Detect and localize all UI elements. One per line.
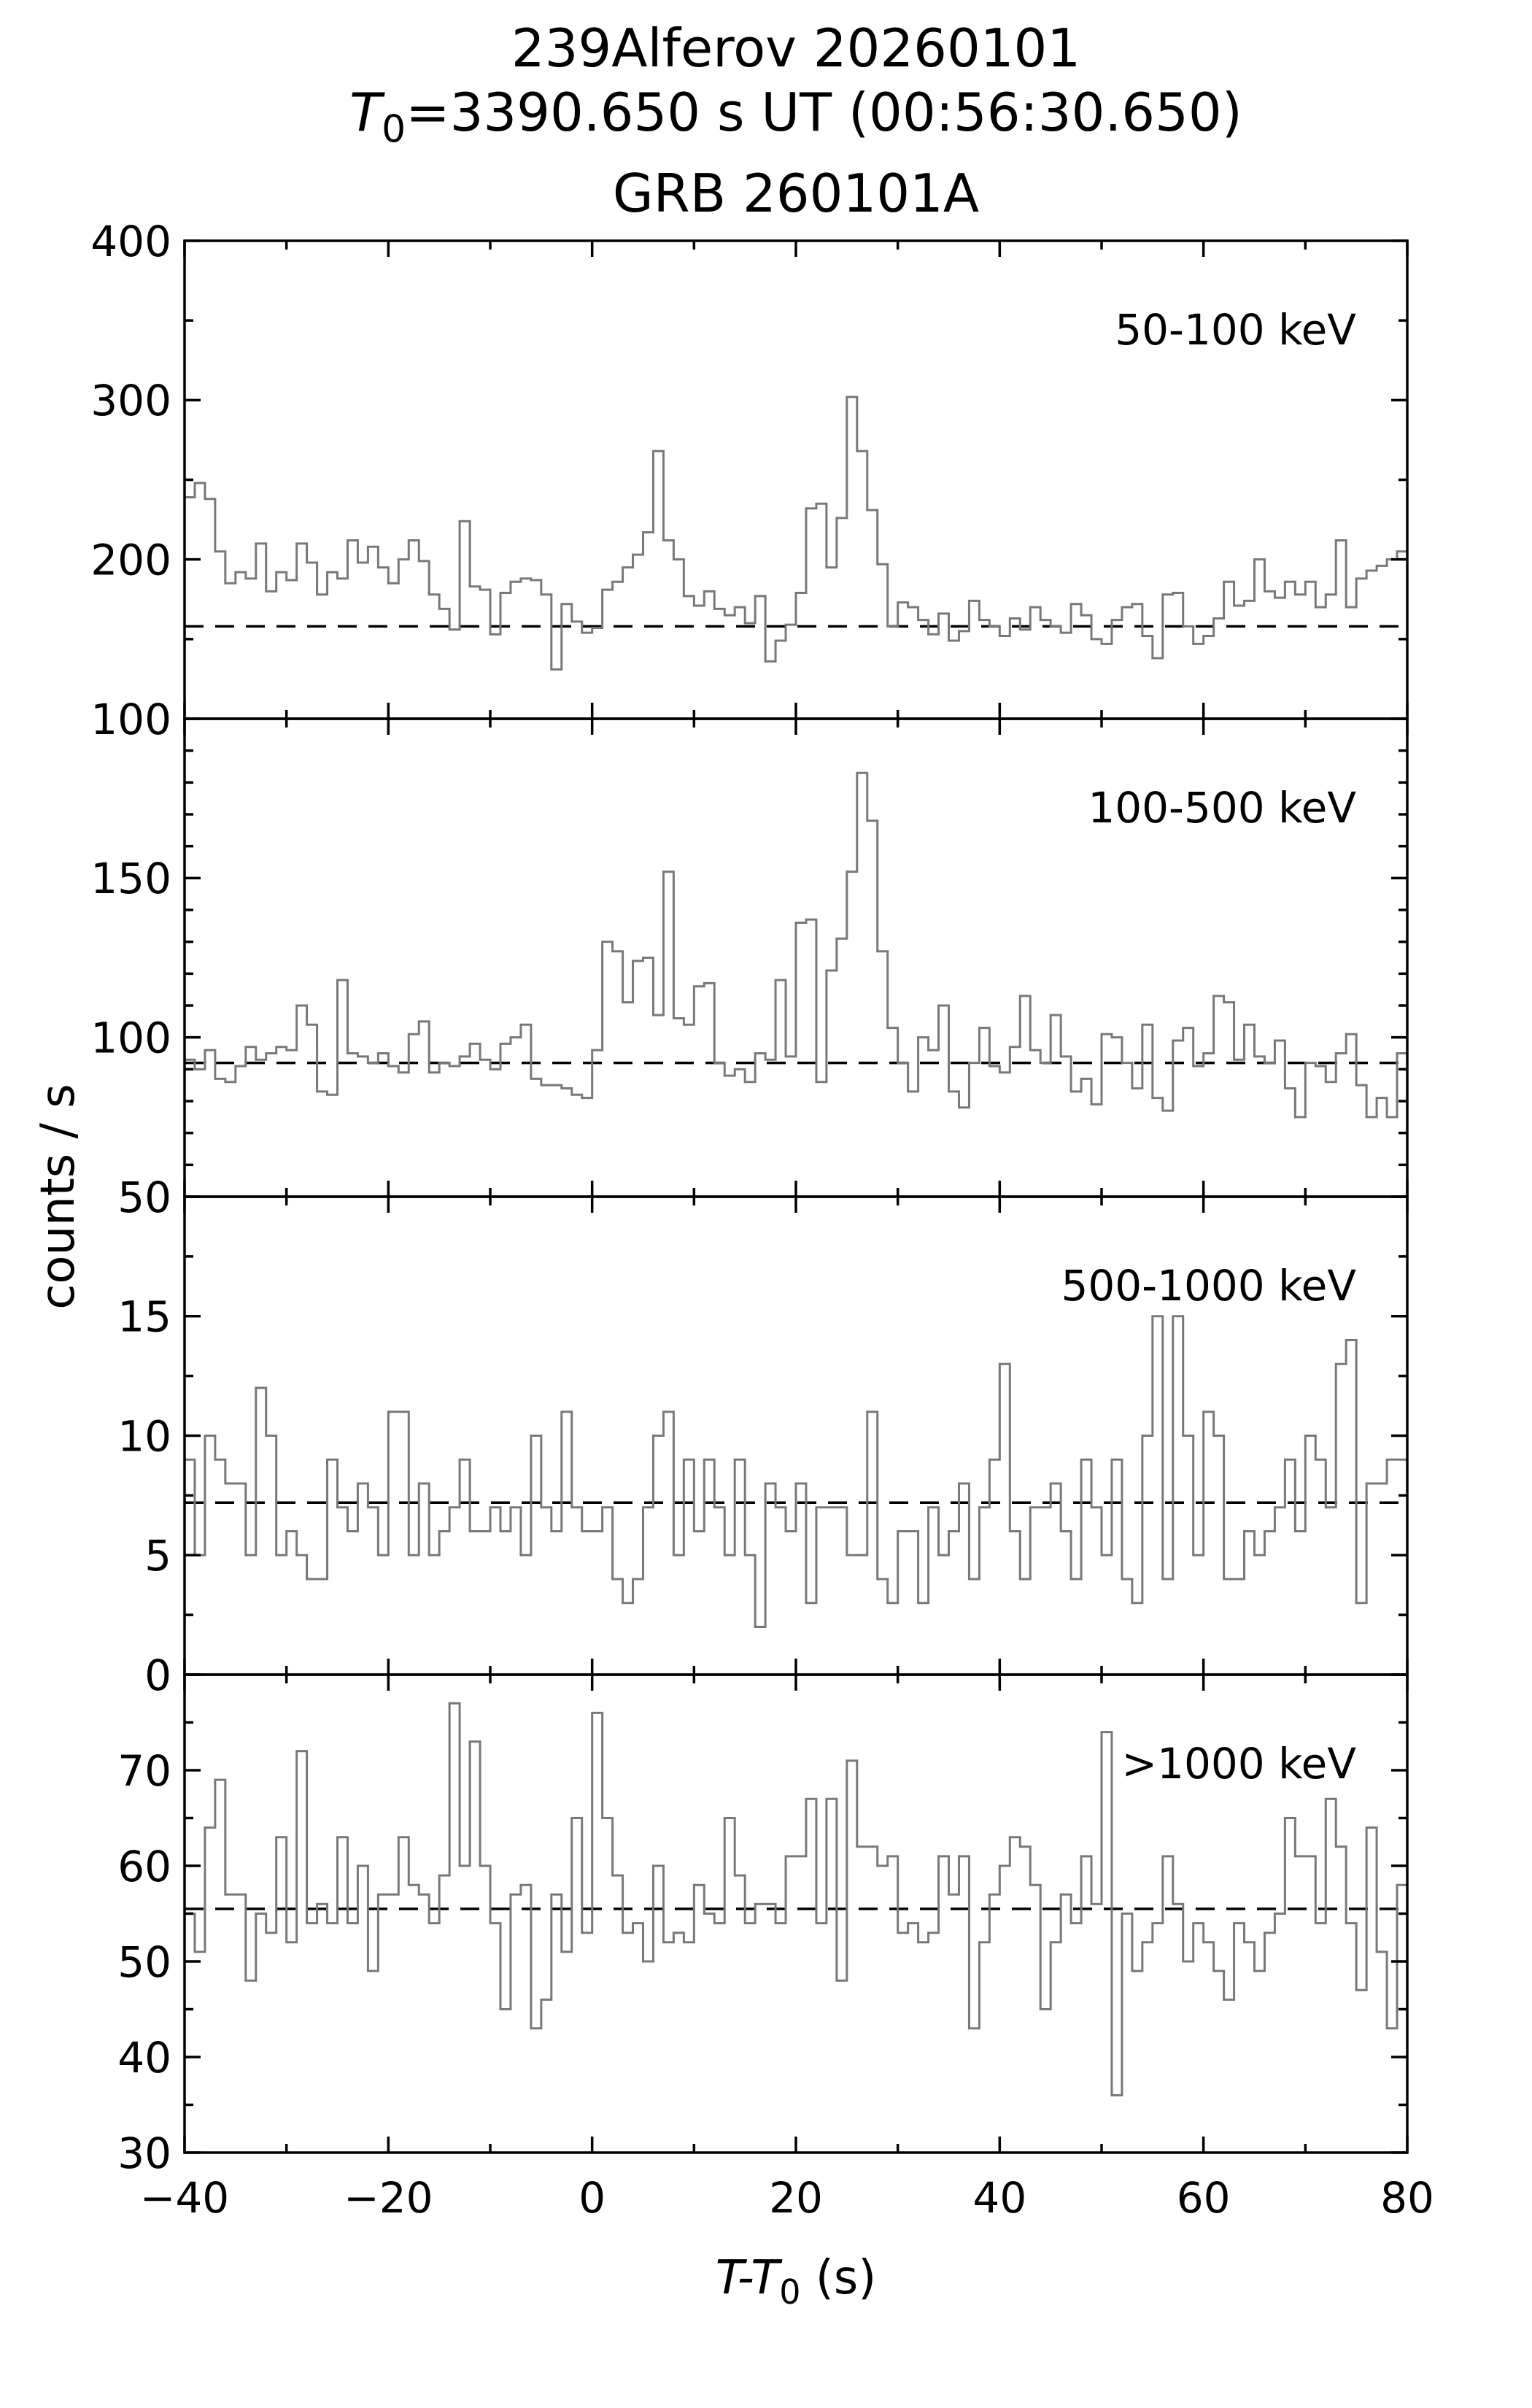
x-tick-label: 20: [769, 2173, 823, 2223]
y-tick-label: 50: [117, 1173, 171, 1222]
y-tick-label: 400: [90, 217, 171, 266]
y-tick-label: 100: [90, 695, 171, 744]
x-tick-label: 60: [1177, 2173, 1231, 2223]
y-tick-label: 0: [144, 1651, 171, 1700]
x-tick-label: 0: [579, 2173, 606, 2223]
x-axis-label: T-T0 (s): [715, 2251, 877, 2312]
y-tick-label: 15: [117, 1292, 171, 1342]
panel-1-light-curve: [185, 395, 1407, 671]
y-tick-label: 40: [117, 2033, 171, 2083]
y-tick-label: 30: [117, 2129, 171, 2178]
y-tick-label: 100: [90, 1014, 171, 1063]
y-tick-label: 300: [90, 376, 171, 425]
energy-band-label-1: 50-100 keV: [1115, 305, 1356, 355]
y-tick-label: 50: [117, 1937, 171, 1987]
energy-band-label-3: 500-1000 keV: [1061, 1261, 1356, 1311]
x-tick-label: −40: [140, 2173, 229, 2223]
x-tick-label: 40: [972, 2173, 1026, 2223]
y-tick-label: 200: [90, 536, 171, 585]
y-tick-label: 10: [117, 1411, 171, 1461]
panel-2-light-curve: [185, 771, 1407, 1119]
y-tick-label: 60: [117, 1842, 171, 1891]
y-tick-label: 70: [117, 1746, 171, 1796]
x-tick-label: −20: [344, 2173, 433, 2223]
figure-title: 239Alferov 20260101 T0=3390.650 s UT (00…: [185, 16, 1407, 225]
title-line-1: 239Alferov 20260101: [511, 18, 1081, 79]
energy-band-label-4: >1000 keV: [1121, 1739, 1356, 1788]
y-tick-label: 5: [144, 1531, 171, 1581]
title-line-3: GRB 260101A: [612, 163, 980, 225]
energy-band-label-2: 100-500 keV: [1088, 783, 1356, 833]
panel-3-light-curve: [185, 1315, 1407, 1628]
x-tick-label: 80: [1380, 2173, 1434, 2223]
panel-4-light-curve: [185, 1702, 1407, 2096]
y-tick-label: 150: [90, 854, 171, 903]
title-line-2: T0=3390.650 s UT (00:56:30.650): [349, 82, 1242, 152]
